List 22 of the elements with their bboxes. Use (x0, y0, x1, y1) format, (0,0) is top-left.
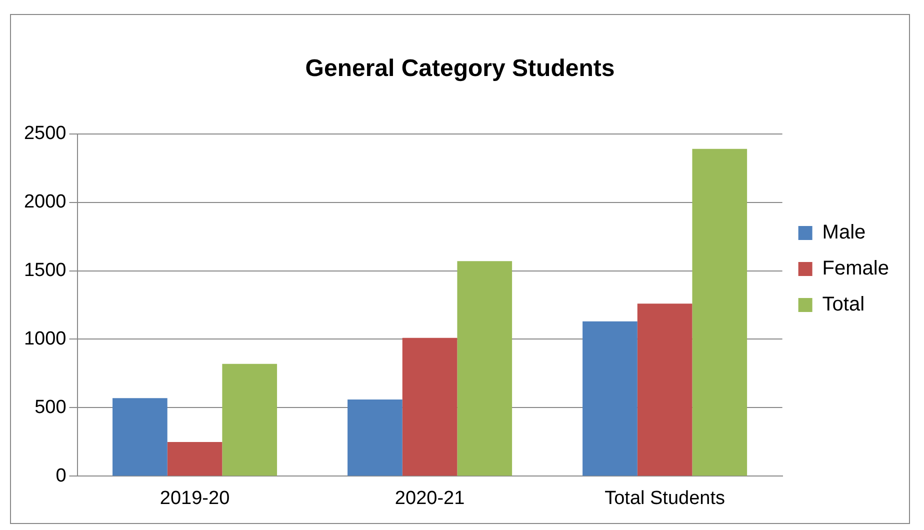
bar (167, 442, 222, 476)
legend-label: Female (822, 258, 890, 280)
y-tick-label: 2000 (24, 192, 66, 213)
bar (692, 148, 748, 476)
bar (222, 364, 278, 476)
x-tick-label: Total Students (604, 488, 726, 509)
legend-label: Male (822, 222, 866, 244)
x-tick-label: 2019-20 (160, 488, 230, 509)
y-tick-label: 1000 (24, 328, 66, 350)
y-tick-label: 1500 (24, 260, 66, 281)
chart-title: General Category Students (305, 55, 615, 82)
x-tick-label: 2020-21 (394, 488, 465, 509)
bar (582, 321, 638, 476)
y-tick-label: 2500 (24, 123, 66, 144)
bar (402, 338, 458, 476)
bar (348, 400, 402, 476)
legend-label: Total (822, 294, 865, 316)
y-tick-label: 500 (34, 396, 66, 418)
bar (112, 398, 168, 476)
bar (457, 261, 512, 476)
bar (637, 304, 692, 476)
y-tick-label: 0 (56, 465, 66, 486)
